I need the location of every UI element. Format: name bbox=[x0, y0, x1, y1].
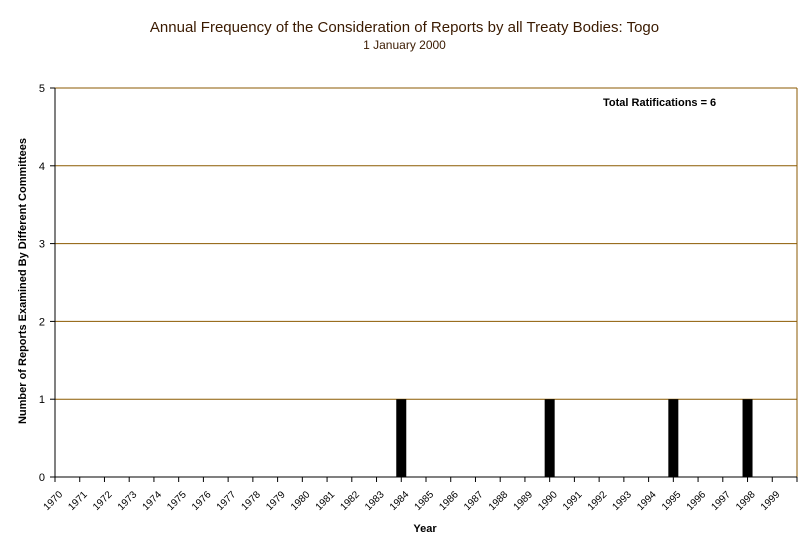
x-tick-label-1978: 1978 bbox=[239, 489, 263, 513]
x-tick-labels: 1970 1971 1972 1973 1974 1975 1976 1977 1978 1979… bbox=[42, 489, 783, 513]
x-tick-label-1972: 1972 bbox=[91, 489, 115, 513]
x-tick-label-1991: 1991 bbox=[561, 489, 585, 513]
x-tick-label-1970: 1970 bbox=[42, 489, 66, 513]
x-tick-label-1987: 1987 bbox=[462, 489, 486, 513]
x-tick-label-1980: 1980 bbox=[289, 489, 313, 513]
x-tick-label-1989: 1989 bbox=[512, 489, 536, 513]
x-tick-label-1984: 1984 bbox=[388, 489, 412, 513]
x-tick-label-1982: 1982 bbox=[338, 489, 362, 513]
y-tick-label-5: 5 bbox=[39, 83, 45, 95]
bar-1983 bbox=[396, 399, 407, 477]
x-tick-label-1983: 1983 bbox=[363, 489, 387, 513]
gridlines bbox=[55, 87, 798, 477]
x-tick-label-1985: 1985 bbox=[413, 489, 437, 513]
total-ratifications-annotation: Total Ratifications = 6 bbox=[603, 97, 716, 109]
x-tick-label-1995: 1995 bbox=[660, 489, 684, 513]
bar-1989 bbox=[544, 399, 555, 477]
x-tick-label-1979: 1979 bbox=[264, 489, 288, 513]
bars bbox=[396, 399, 753, 477]
x-tick-label-1971: 1971 bbox=[66, 489, 90, 513]
x-tick-label-1975: 1975 bbox=[165, 489, 189, 513]
y-tick-label-2: 2 bbox=[39, 316, 45, 328]
x-tick-label-1974: 1974 bbox=[141, 489, 165, 513]
chart-title: Annual Frequency of the Consideration of… bbox=[149, 19, 660, 36]
x-tick-label-1988: 1988 bbox=[487, 489, 511, 513]
y-tick-label-4: 4 bbox=[39, 161, 45, 173]
chart-subtitle: 1 January 2000 bbox=[363, 38, 446, 52]
x-tick-label-1992: 1992 bbox=[586, 489, 610, 513]
x-tick-label-1993: 1993 bbox=[610, 489, 634, 513]
x-tick-label-1994: 1994 bbox=[635, 489, 659, 513]
bar-1997 bbox=[742, 399, 753, 477]
y-tick-label-3: 3 bbox=[39, 239, 45, 251]
x-tick-label-1998: 1998 bbox=[734, 489, 758, 513]
x-tick-label-1990: 1990 bbox=[536, 489, 560, 513]
x-tick-label-1977: 1977 bbox=[215, 489, 239, 513]
y-tick-label-1: 1 bbox=[39, 394, 45, 406]
axes bbox=[50, 87, 798, 482]
x-tick-label-1973: 1973 bbox=[116, 489, 140, 513]
y-tick-labels: 0 1 2 3 4 5 bbox=[39, 83, 45, 484]
bar-1994 bbox=[668, 399, 679, 477]
x-tick-label-1996: 1996 bbox=[685, 489, 709, 513]
y-axis-title: Number of Reports Examined By Different … bbox=[17, 138, 29, 424]
x-axis-title: Year bbox=[413, 523, 437, 535]
x-tick-label-1986: 1986 bbox=[437, 489, 461, 513]
x-tick-label-1981: 1981 bbox=[314, 489, 338, 513]
x-tick-label-1999: 1999 bbox=[759, 489, 783, 513]
y-tick-label-0: 0 bbox=[39, 472, 45, 484]
x-tick-label-1976: 1976 bbox=[190, 489, 214, 513]
x-tick-label-1997: 1997 bbox=[709, 489, 733, 513]
